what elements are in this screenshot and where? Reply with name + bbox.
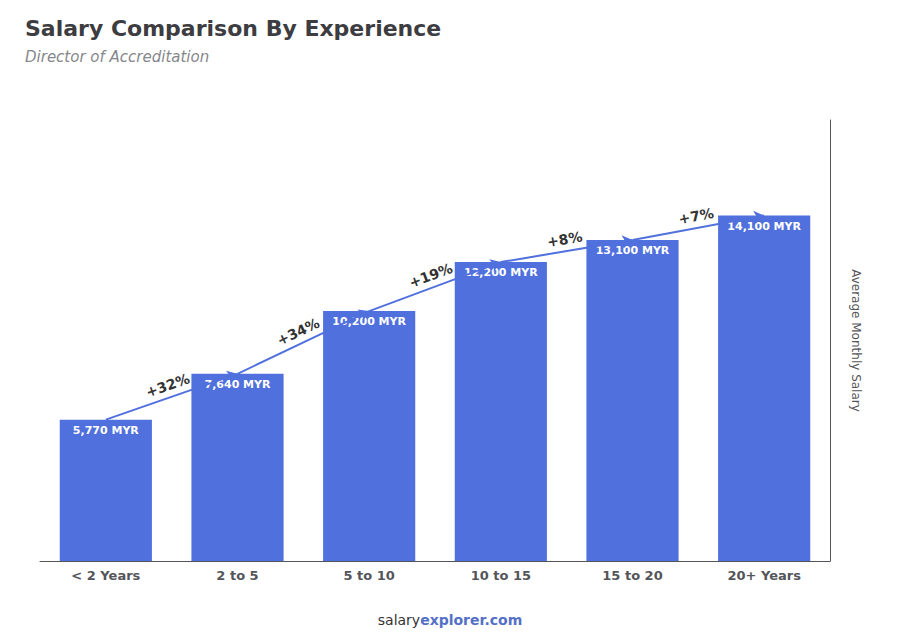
svg-text:15 to 20: 15 to 20 [602,568,662,583]
svg-text:7,640 MYR: 7,640 MYR [204,378,271,391]
svg-text:Salary Comparison By Experienc: Salary Comparison By Experience [25,16,441,41]
svg-text:13,100 MYR: 13,100 MYR [596,244,670,257]
svg-text:12,200 MYR: 12,200 MYR [464,266,538,280]
svg-text:+7%: +7% [677,205,715,227]
svg-text:14,100 MYR: 14,100 MYR [727,220,801,233]
svg-text:Director of Accreditation: Director of Accreditation [25,48,209,66]
svg-text:10 to 15: 10 to 15 [471,568,531,583]
svg-text:+34%: +34% [274,315,322,349]
svg-text:2 to 5: 2 to 5 [216,568,258,583]
svg-text:20+ Years: 20+ Years [727,568,801,583]
svg-text:10,200 MYR: 10,200 MYR [332,315,406,328]
svg-text:< 2 Years: < 2 Years [71,568,140,583]
svg-text:salary: salary [378,612,420,628]
svg-text:explorer.com: explorer.com [420,612,522,628]
svg-text:Average Monthly Salary: Average Monthly Salary [849,269,863,412]
svg-text:5,770 MYR: 5,770 MYR [73,424,140,437]
svg-text:+32%: +32% [144,370,192,400]
svg-text:+19%: +19% [407,260,455,291]
svg-text:5 to 10: 5 to 10 [343,568,394,583]
svg-text:+8%: +8% [546,228,584,250]
